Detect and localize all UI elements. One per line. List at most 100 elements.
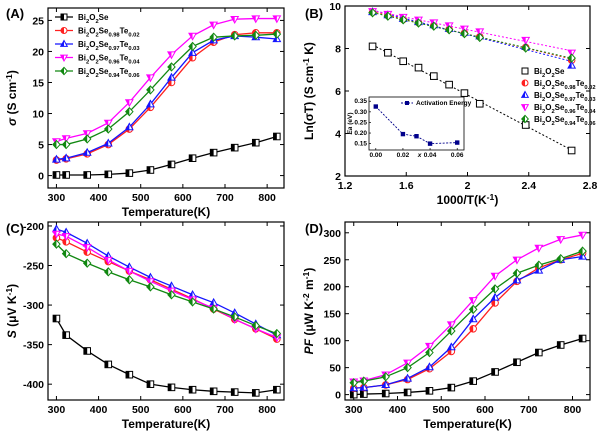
data-point-half: [382, 381, 386, 388]
series-line: [55, 243, 278, 335]
data-point-half: [146, 74, 151, 82]
data-point-half: [469, 305, 474, 314]
legend: Bi2O2SeBi2O2Se0.98Te0.02Bi2O2Se0.97Te0.0…: [520, 67, 596, 127]
data-point-half: [167, 288, 172, 295]
data-point-half: [445, 25, 450, 34]
data-point-half: [53, 171, 57, 179]
data-point-half: [125, 107, 130, 116]
data-point-half: [448, 384, 452, 391]
x-axis-title: 1000/T(K-1): [437, 192, 499, 207]
text-part: 0.06: [584, 121, 595, 127]
data-point-half: [447, 326, 452, 335]
series-s6: [368, 8, 576, 63]
series-s3: [51, 224, 282, 339]
data-point-half: [513, 257, 517, 264]
data-point-half: [209, 305, 214, 313]
data-point-half: [360, 377, 364, 386]
x-tick-label: 800: [258, 404, 276, 416]
text-part: ): [5, 70, 19, 74]
data-point-half: [209, 33, 214, 42]
x-tick-label: 300: [345, 404, 363, 416]
data-point-half: [83, 259, 88, 268]
data-point-half: [491, 368, 496, 376]
data-point-half: [513, 276, 517, 283]
x-tick-label: 400: [90, 404, 108, 416]
text-part: 0.03: [584, 97, 595, 103]
data-point: [368, 42, 377, 51]
data-point-half: [447, 321, 452, 329]
data-point-half: [350, 391, 354, 398]
text-part: 0.96: [564, 109, 575, 115]
text-part: 0.98: [564, 85, 576, 91]
data-point-half: [62, 140, 67, 149]
data-point-half: [252, 389, 256, 397]
x-tick-label: 1.6: [399, 180, 414, 192]
series-line: [56, 33, 277, 146]
text-part: O: [89, 67, 95, 76]
text-part: 2: [542, 109, 545, 115]
data-point-half: [167, 51, 172, 59]
panel-b: (B)1.2 1.6 2 2.4 2.82468101000/T(K-1)Ln(σT) …: [301, 1, 597, 207]
series-s3: [349, 251, 588, 392]
text-part: Te: [120, 54, 129, 63]
text-part: 2: [551, 109, 554, 115]
text-part: Se: [99, 13, 109, 22]
x-axis-title: Temperature(K): [122, 417, 210, 431]
legend-label: Bi2O2Se: [78, 13, 109, 25]
series-s4: [51, 230, 282, 343]
data-point-half: [399, 15, 404, 24]
data-point-half: [83, 171, 88, 179]
text-part: Se: [99, 40, 109, 49]
data-point: [414, 63, 423, 72]
text-part: 0.96: [108, 60, 119, 66]
data-point-half: [83, 244, 88, 252]
data-point-half: [189, 154, 193, 162]
text-part: 2: [551, 73, 554, 79]
x-tick-label: 1.2: [338, 180, 353, 192]
data-point-half: [62, 238, 67, 246]
data-point-half: [146, 100, 151, 107]
data-point-half: [52, 155, 57, 163]
text-part: (eV): [347, 112, 354, 126]
panel-label: (B): [305, 6, 323, 21]
data-point-half: [445, 22, 450, 30]
text-part: Bi: [534, 91, 542, 100]
plot-frame: [47, 221, 285, 401]
data-point-half: [52, 140, 57, 149]
data-point-half: [469, 315, 474, 322]
panel-label: (D): [305, 221, 323, 236]
data-point-half: [360, 390, 364, 398]
inset-point: [455, 140, 460, 145]
legend-marker-half: [61, 14, 64, 20]
data-point-half: [578, 247, 583, 256]
inset-legend-marker: [405, 101, 409, 105]
legend-label: Bi2O2Se0.98Te0.02: [534, 79, 596, 91]
text-part: O: [545, 67, 551, 76]
y-tick-label: 5: [38, 140, 44, 152]
text-part: -1: [301, 58, 311, 66]
data-point-half: [104, 361, 109, 368]
series-s6: [52, 239, 282, 339]
legend-marker-half: [61, 27, 64, 34]
data-point-half: [273, 386, 277, 394]
text-part: 0.94: [108, 73, 120, 79]
inset-frame: [368, 96, 465, 151]
data-point-half: [146, 278, 151, 286]
inset-x-tick-label: 0.02: [397, 152, 410, 159]
data-point-half: [557, 341, 561, 349]
data-point-half: [513, 358, 517, 366]
data-point: [521, 121, 530, 129]
text-part: O: [89, 27, 95, 36]
data-point: [475, 99, 484, 108]
text-part: 2: [86, 33, 89, 39]
inset-point: [373, 104, 378, 109]
text-part: ): [494, 193, 498, 207]
x-tick-label: 2.8: [583, 180, 598, 192]
y-tick-label: 50: [329, 363, 341, 375]
data-point-half: [535, 261, 539, 270]
panel-a: (A) 300 400 500 600 700 800 0 5 10 15 20 25 Temperatu…: [4, 6, 285, 219]
data-point-half: [513, 269, 517, 278]
data-point-half: [273, 30, 277, 39]
text-part: K): [302, 42, 316, 58]
y-tick-label: 20: [32, 46, 44, 58]
